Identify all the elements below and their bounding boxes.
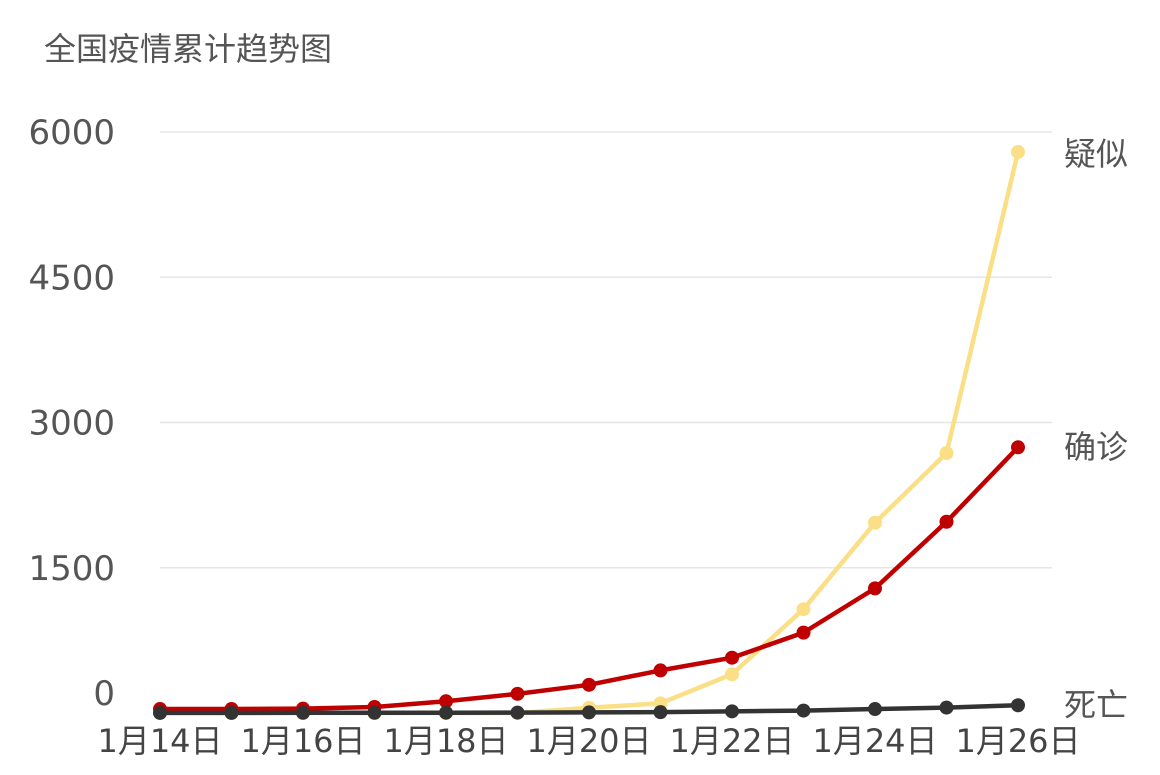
y-tick-label: 3000 — [28, 404, 115, 444]
data-point — [1011, 144, 1025, 159]
data-point — [725, 704, 739, 719]
series-死亡 — [153, 698, 1025, 720]
data-point — [725, 650, 739, 665]
series-label: 确诊 — [1064, 428, 1128, 466]
data-point — [868, 702, 882, 717]
series-lines — [153, 144, 1025, 720]
data-point — [1011, 440, 1025, 455]
data-point — [939, 700, 954, 715]
data-point — [582, 677, 596, 692]
data-point — [939, 446, 954, 461]
y-tick-label: 6000 — [28, 113, 115, 153]
data-point — [296, 705, 310, 720]
data-point — [582, 705, 596, 720]
data-point — [153, 705, 167, 720]
series-line — [157, 149, 1021, 716]
data-point — [939, 514, 954, 529]
data-point — [510, 686, 525, 701]
data-point — [1011, 698, 1025, 713]
data-point — [653, 663, 668, 678]
series-label: 疑似 — [1064, 135, 1128, 173]
y-tick-label: 4500 — [28, 258, 115, 298]
y-tick-label: 1500 — [28, 549, 115, 589]
series-确诊 — [153, 440, 1025, 717]
data-point — [439, 705, 453, 720]
x-tick-label: 1月22日 — [669, 722, 794, 760]
data-point — [439, 694, 453, 709]
data-point — [868, 515, 882, 530]
x-tick-label: 1月14日 — [97, 722, 222, 760]
x-tick-label: 1月26日 — [955, 722, 1080, 760]
data-point — [796, 602, 811, 617]
x-tick-label: 1月24日 — [812, 722, 937, 760]
data-point — [224, 705, 239, 720]
data-point — [796, 703, 811, 718]
y-tick-label: 0 — [93, 674, 115, 714]
series-line — [157, 445, 1021, 712]
x-tick-label: 1月18日 — [383, 722, 508, 760]
data-point — [653, 705, 668, 720]
data-point — [725, 667, 739, 682]
x-axis-ticks: 1月14日 1月16日 1月18日 1月20日 1月22日 1月24日 1月26日 — [97, 722, 1080, 760]
x-tick-label: 1月20日 — [526, 722, 651, 760]
data-point — [367, 705, 382, 720]
y-axis-ticks: 0 1500 3000 4500 6000 — [28, 113, 115, 714]
chart-title: 全国疫情累计趋势图 — [44, 30, 332, 68]
gridlines — [160, 131, 1052, 569]
data-point — [796, 625, 811, 640]
series-疑似 — [153, 144, 1025, 720]
x-tick-label: 1月16日 — [240, 722, 365, 760]
data-point — [510, 705, 525, 720]
data-point — [868, 581, 882, 596]
series-label: 死亡 — [1064, 686, 1128, 724]
